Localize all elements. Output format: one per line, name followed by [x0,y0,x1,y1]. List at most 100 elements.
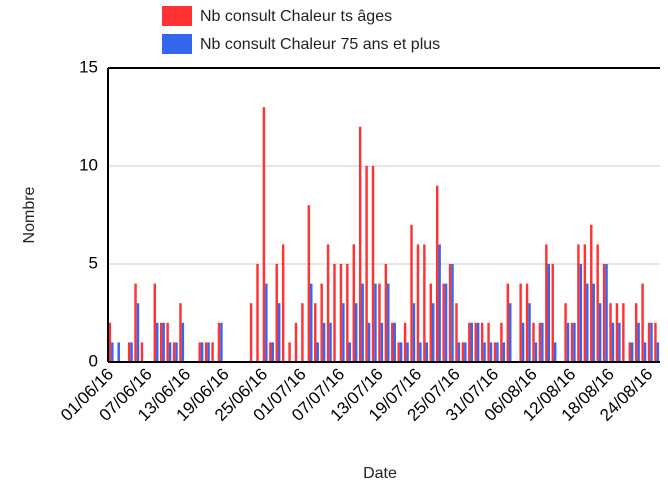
bar [448,264,452,362]
bar [127,342,131,362]
y-tick-label: 10 [79,155,98,174]
bar [605,264,608,362]
bar [461,342,465,362]
bar [438,244,441,362]
bar [547,264,550,362]
bar [532,322,535,362]
bar [502,342,506,362]
bar [339,264,343,362]
bar [166,322,169,362]
bar [220,322,223,362]
bar [294,322,298,362]
bar [181,322,185,362]
x-axis-label: Date [363,465,397,482]
bar [519,283,522,362]
bar [108,322,112,362]
bar [275,264,278,362]
bar [656,342,660,362]
bar [198,342,201,362]
bar [262,107,266,362]
bar [489,342,493,362]
bar [326,244,330,362]
bar [444,283,448,362]
bar [204,342,208,362]
bar [521,322,525,362]
bar [316,342,319,362]
bar [429,283,433,362]
bar [528,303,531,362]
bar [637,322,640,362]
bar [647,322,651,362]
bar [271,342,274,362]
bar [333,264,336,362]
bar [140,342,144,362]
legend-label: Nb consult Chaleur 75 ans et plus [200,36,440,53]
bar [622,303,625,362]
bar [130,342,133,362]
bar [412,303,416,362]
bar [358,126,362,362]
bar [615,303,619,362]
bar [564,303,567,362]
bar [153,283,157,362]
bar [455,303,458,362]
bar [643,342,647,362]
bar [320,283,323,362]
bar [628,342,631,362]
bar [348,342,352,362]
bar [579,264,583,362]
bar [200,342,204,362]
bar [566,322,570,362]
bar [162,322,165,362]
bar [618,322,621,362]
bar [307,205,311,362]
bar [500,322,503,362]
bar [288,342,291,362]
bar [611,322,615,362]
bar [592,283,595,362]
bar [476,322,480,362]
bar [380,322,384,362]
bar [207,342,210,362]
bar [387,283,390,362]
bar [397,342,400,362]
legend-label: Nb consult Chaleur ts âges [200,8,392,25]
bar [365,166,368,362]
bar [525,283,529,362]
bar [352,244,355,362]
legend-swatch [162,34,192,54]
bar [367,322,371,362]
bar [506,283,510,362]
bar [403,322,407,362]
bar [551,264,554,362]
bar [442,283,445,362]
bar [265,283,268,362]
bar [406,342,409,362]
bar [602,264,606,362]
bar [538,322,542,362]
bar [586,283,589,362]
y-tick-label: 0 [89,351,98,370]
bar [211,342,214,362]
bar [269,342,272,362]
legend-swatch [162,6,192,26]
bar [217,322,221,362]
bar [474,322,477,362]
bar [470,322,473,362]
bar [310,283,313,362]
bar [577,244,580,362]
bar [534,342,538,362]
bar [641,283,644,362]
y-axis-label: Nombre [21,186,38,243]
bar [134,283,137,362]
bar [483,342,486,362]
bar [654,322,657,362]
bar [361,283,364,362]
bar [570,322,574,362]
bar [480,322,484,362]
bar [630,342,634,362]
bar [374,283,377,362]
bar [425,342,429,362]
bar [509,303,512,362]
bar [496,342,499,362]
